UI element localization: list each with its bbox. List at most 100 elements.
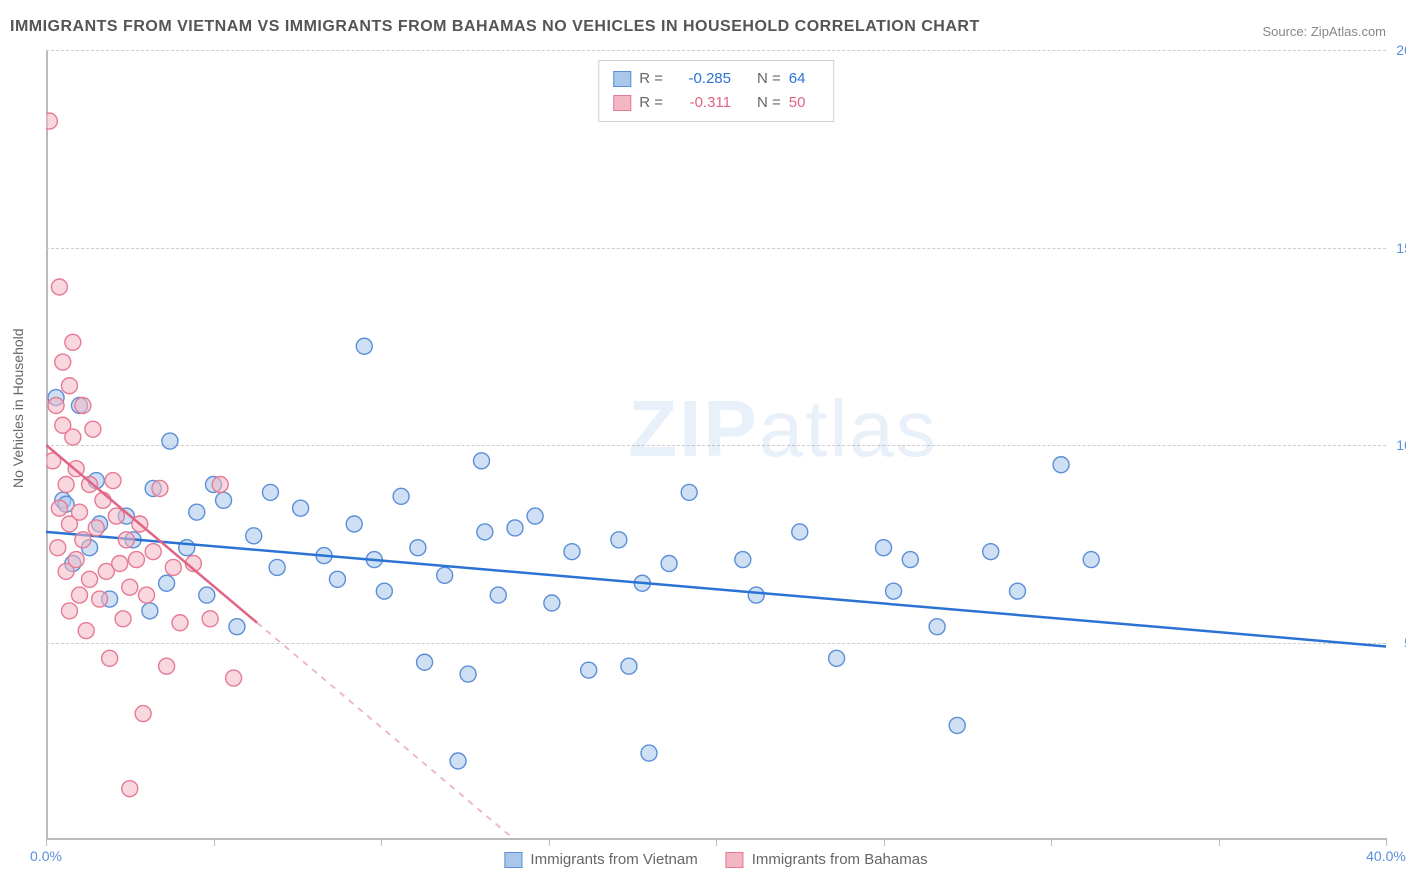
y-tick-label: 10.0% (1396, 437, 1406, 453)
data-point (82, 477, 98, 493)
data-point (1010, 583, 1026, 599)
data-point (92, 591, 108, 607)
series-legend-item: Immigrants from Bahamas (726, 851, 928, 868)
data-point (88, 520, 104, 536)
data-point (329, 571, 345, 587)
data-point (55, 354, 71, 370)
data-point (477, 524, 493, 540)
x-tick-label: 40.0% (1366, 848, 1406, 864)
data-point (437, 567, 453, 583)
data-point (410, 540, 426, 556)
data-point (1083, 552, 1099, 568)
data-point (611, 532, 627, 548)
data-point (544, 595, 560, 611)
data-point (58, 477, 74, 493)
data-point (128, 552, 144, 568)
data-point (346, 516, 362, 532)
data-point (142, 603, 158, 619)
data-point (829, 650, 845, 666)
data-point (293, 500, 309, 516)
legend-row: R =-0.311N =50 (613, 91, 819, 115)
data-point (179, 540, 195, 556)
plot-region: ZIPatlas R =-0.285N =64R =-0.311N =50 5.… (46, 50, 1386, 840)
data-point (1053, 457, 1069, 473)
data-point (172, 615, 188, 631)
correlation-legend: R = -0.285 N = 64R =-0.311N =50 (598, 60, 834, 122)
data-point (490, 587, 506, 603)
data-point (61, 378, 77, 394)
x-tick-label: 0.0% (30, 848, 62, 864)
data-point (46, 113, 57, 129)
legend-n-value: 64 (789, 67, 819, 91)
data-point (165, 559, 181, 575)
legend-swatch (504, 852, 522, 868)
legend-row: R = -0.285 N = 64 (613, 67, 819, 91)
data-point (376, 583, 392, 599)
data-point (983, 544, 999, 560)
data-point (949, 717, 965, 733)
data-point (527, 508, 543, 524)
data-point (886, 583, 902, 599)
data-point (65, 334, 81, 350)
data-point (199, 587, 215, 603)
legend-swatch (613, 71, 631, 87)
data-point (507, 520, 523, 536)
data-point (202, 611, 218, 627)
data-point (75, 532, 91, 548)
data-point (82, 571, 98, 587)
data-point (792, 524, 808, 540)
data-point (356, 338, 372, 354)
data-point (876, 540, 892, 556)
scatter-svg (46, 50, 1386, 840)
data-point (681, 484, 697, 500)
data-point (460, 666, 476, 682)
source-label: Source: ZipAtlas.com (1262, 24, 1386, 39)
data-point (246, 528, 262, 544)
data-point (61, 603, 77, 619)
data-point (50, 540, 66, 556)
trend-line (46, 532, 1386, 647)
legend-r-value: -0.285 (671, 67, 731, 91)
series-legend-item: Immigrants from Vietnam (504, 851, 697, 868)
data-point (735, 552, 751, 568)
legend-swatch (726, 852, 744, 868)
data-point (152, 480, 168, 496)
data-point (393, 488, 409, 504)
legend-r-label: R = (639, 67, 663, 91)
chart-area: No Vehicles in Household ZIPatlas R =-0.… (46, 50, 1386, 840)
data-point (748, 587, 764, 603)
data-point (139, 587, 155, 603)
data-point (902, 552, 918, 568)
data-point (641, 745, 657, 761)
data-point (262, 484, 278, 500)
data-point (75, 398, 91, 414)
data-point (417, 654, 433, 670)
data-point (118, 532, 134, 548)
legend-n-label: N = (757, 67, 781, 91)
data-point (102, 650, 118, 666)
data-point (450, 753, 466, 769)
legend-swatch (613, 95, 631, 111)
data-point (51, 279, 67, 295)
y-tick-label: 20.0% (1396, 42, 1406, 58)
legend-r-value: -0.311 (671, 91, 731, 115)
data-point (162, 433, 178, 449)
data-point (474, 453, 490, 469)
data-point (621, 658, 637, 674)
trend-line-ext (257, 623, 515, 840)
data-point (115, 611, 131, 627)
data-point (85, 421, 101, 437)
data-point (929, 619, 945, 635)
data-point (72, 504, 88, 520)
data-point (135, 706, 151, 722)
x-tick (1386, 838, 1387, 846)
chart-title: IMMIGRANTS FROM VIETNAM VS IMMIGRANTS FR… (10, 18, 980, 36)
data-point (661, 556, 677, 572)
data-point (145, 544, 161, 560)
data-point (65, 429, 81, 445)
data-point (159, 658, 175, 674)
data-point (78, 623, 94, 639)
data-point (48, 398, 64, 414)
data-point (105, 473, 121, 489)
data-point (226, 670, 242, 686)
